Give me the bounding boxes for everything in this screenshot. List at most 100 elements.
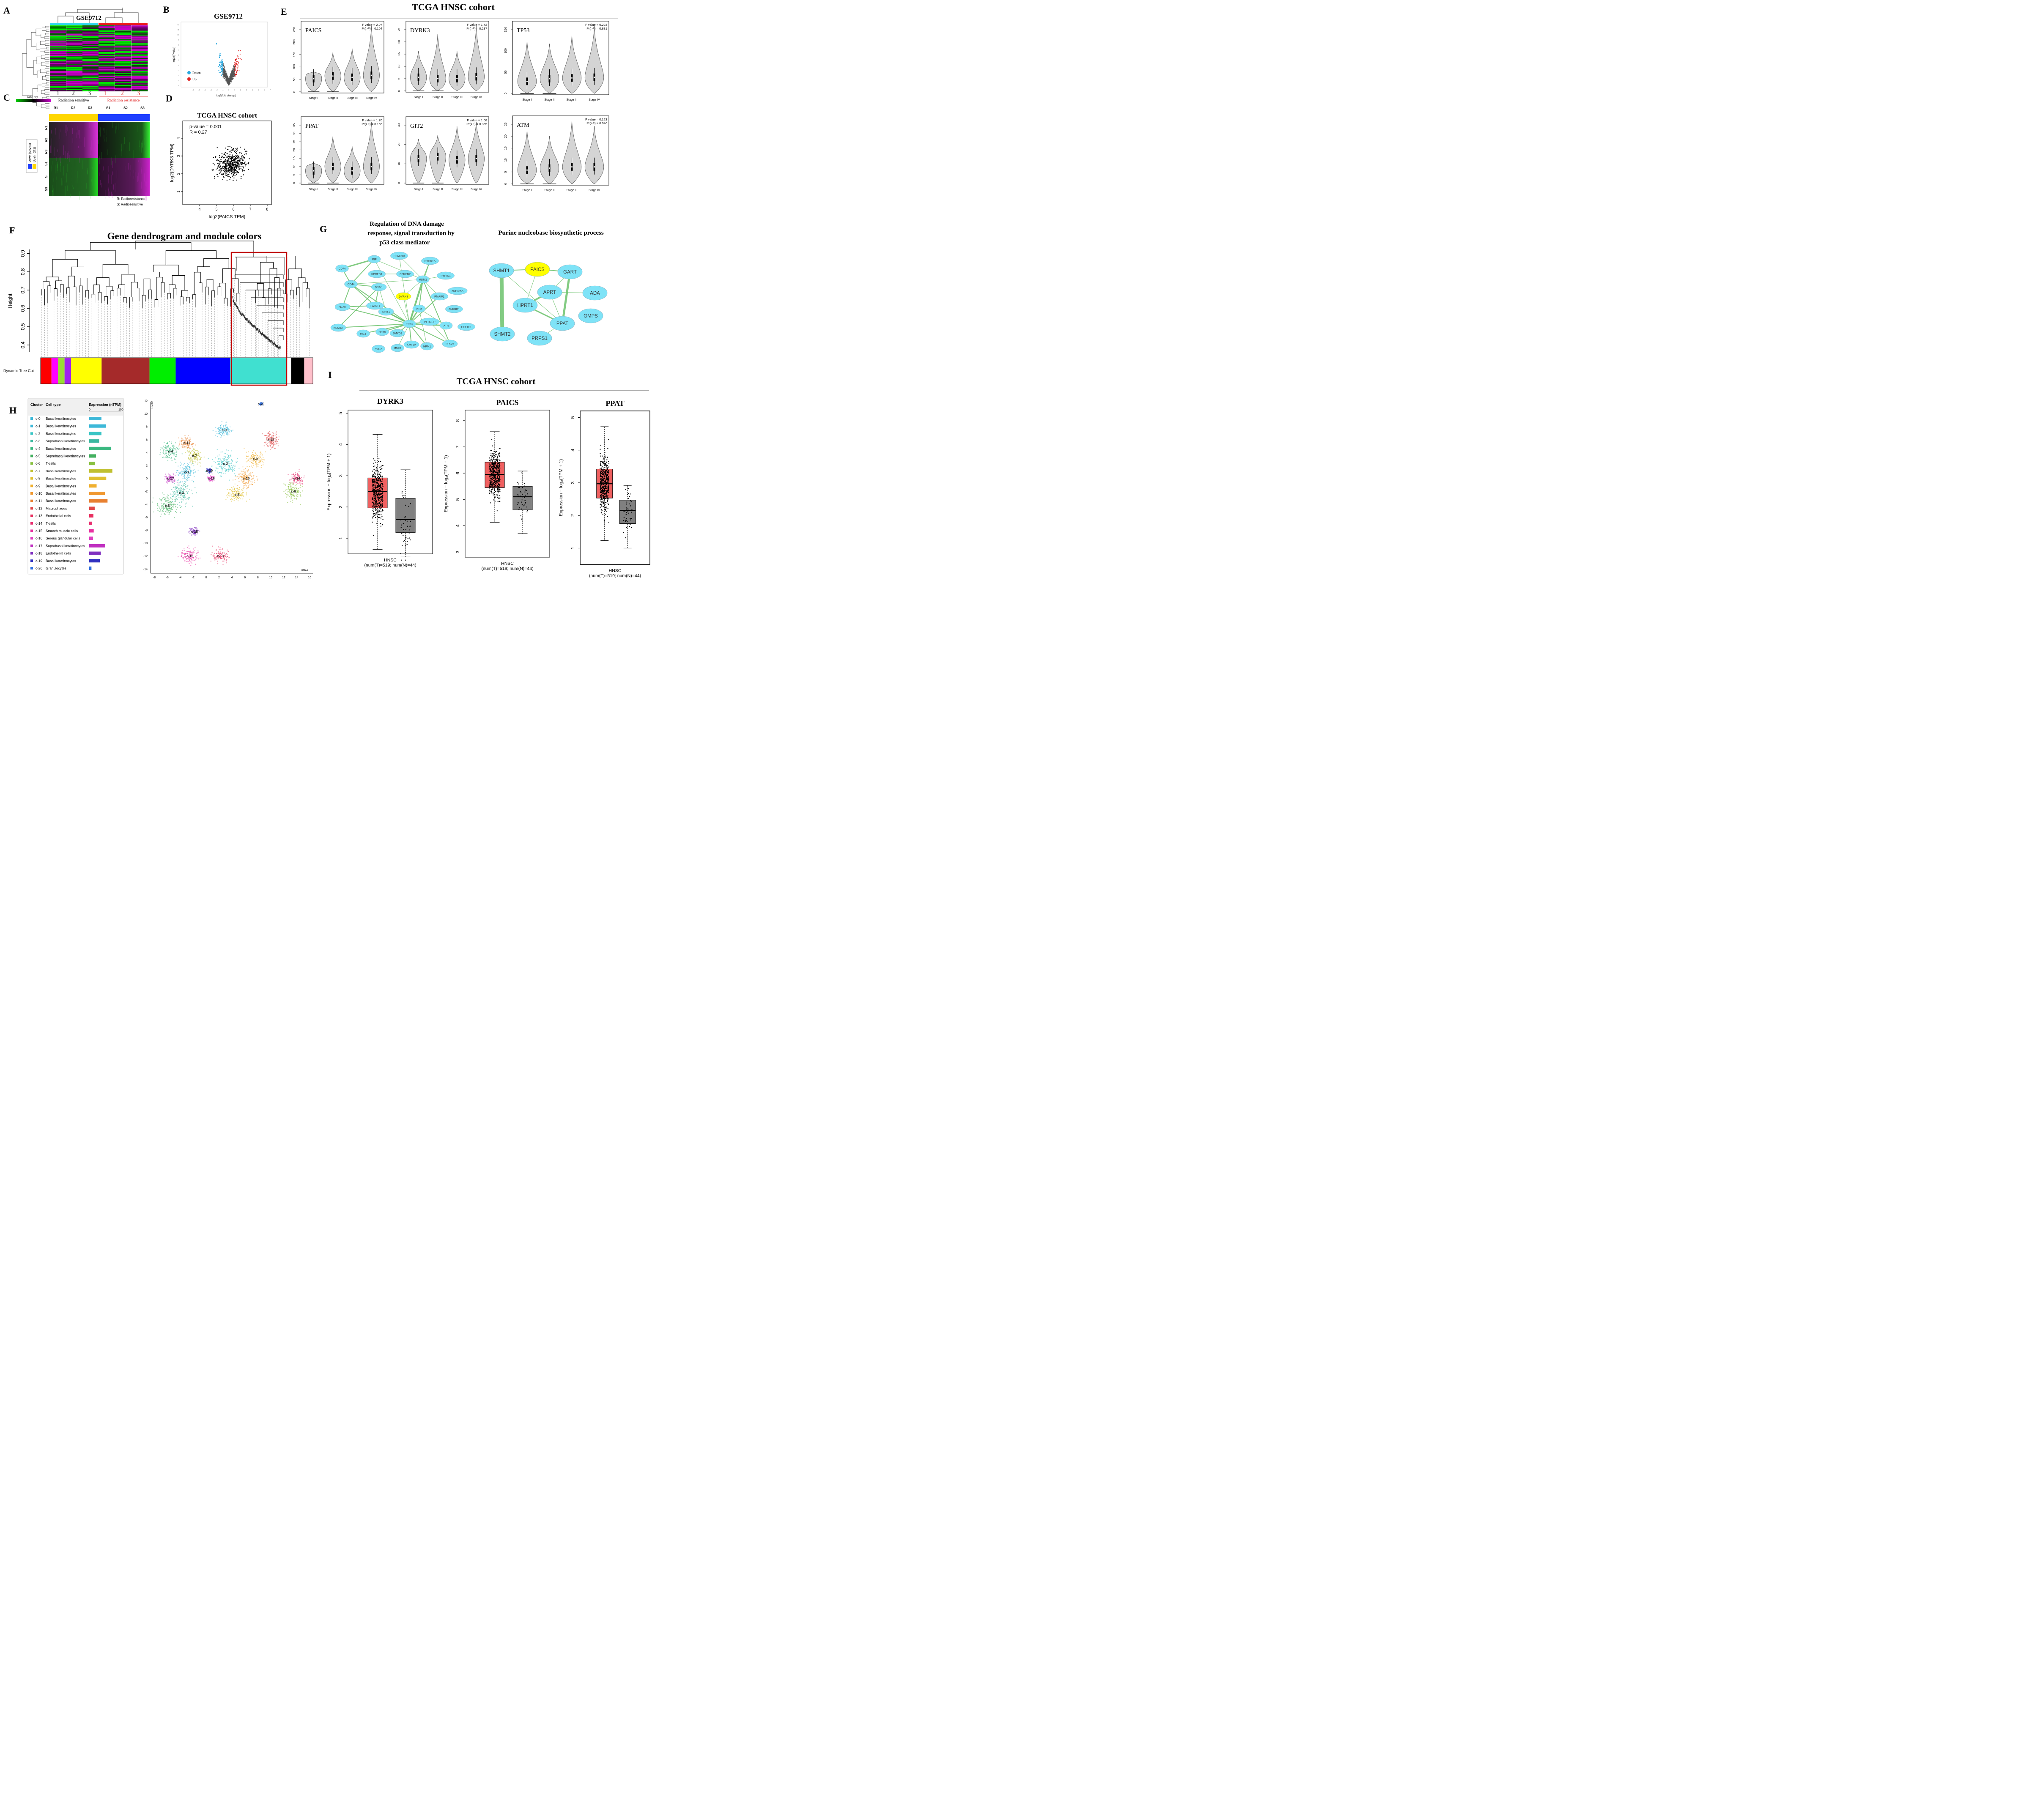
- node-label: SHMT1: [493, 268, 510, 274]
- umap-cell: [224, 428, 225, 430]
- scatter-point: [219, 161, 220, 162]
- panel-letter-c: C: [3, 92, 10, 103]
- umap-cell: [186, 498, 188, 499]
- umap-cell: [165, 448, 167, 449]
- umap-cell: [193, 448, 195, 449]
- jitter-point: [376, 496, 378, 498]
- jitter-point: [372, 476, 373, 478]
- scatter-point: [229, 162, 230, 164]
- node-label: TP53: [406, 323, 413, 326]
- node-gart: [557, 264, 583, 279]
- jitter-point: [376, 506, 378, 507]
- umap-cell: [187, 561, 189, 562]
- umap-cell: [215, 462, 216, 463]
- umap-cell: [232, 471, 233, 472]
- scatter-point: [212, 170, 214, 172]
- umap-cell: [228, 429, 230, 430]
- umap-cell: [164, 457, 166, 458]
- scatter-point: [229, 156, 230, 158]
- e-ytick: 150: [504, 27, 507, 33]
- cluster-row: c-20 Granulocytes: [30, 566, 92, 570]
- cluster-id: c-17: [36, 544, 43, 548]
- jitter-point: [375, 510, 376, 511]
- volcano-point: [225, 77, 227, 79]
- umap-cell: [246, 461, 247, 463]
- panel-letter-f: F: [9, 225, 15, 235]
- cluster-row: c-16 Serous glandular cells: [30, 536, 93, 540]
- umap-cell: [160, 447, 162, 449]
- umap-cell: [231, 463, 233, 464]
- node-atr: [439, 321, 453, 330]
- e-stage-label: Stage IV: [366, 188, 377, 191]
- umap-cell: [218, 472, 219, 474]
- node-pmaip1: [430, 292, 448, 301]
- volcano-point: [239, 57, 241, 59]
- umap-cell: [241, 489, 242, 490]
- scatter-point: [225, 155, 226, 156]
- umap-cell: [180, 512, 181, 513]
- scatter-point: [230, 151, 232, 153]
- jitter-point: [407, 526, 408, 527]
- umap-cell: [163, 507, 164, 509]
- expression-bar: [89, 439, 99, 443]
- volcano-point: [231, 75, 232, 77]
- umap-cell: [187, 439, 189, 441]
- umap-cell: [226, 449, 227, 451]
- umap-cell: [289, 489, 290, 490]
- umap-cell: [195, 564, 196, 565]
- scatter-point: [237, 156, 238, 158]
- jitter-point: [379, 481, 381, 482]
- f-ytick: 0.7: [20, 286, 26, 293]
- umap-cell: [195, 461, 196, 463]
- scatter-point: [227, 146, 229, 148]
- umap-cell: [227, 428, 229, 430]
- umap-cell: [182, 557, 184, 558]
- umap-cell: [173, 502, 175, 504]
- umap-cell: [163, 504, 164, 505]
- umap-ytick: 10: [144, 413, 148, 416]
- umap-cell: [181, 506, 182, 507]
- node-label: GART: [563, 270, 577, 275]
- e-ytick: 0: [292, 91, 296, 93]
- umap-cell: [255, 455, 256, 457]
- umap-cell: [290, 485, 292, 486]
- umap-cell: [223, 432, 224, 433]
- node-msx1: [391, 344, 404, 352]
- umap-cell: [244, 473, 246, 474]
- node-mif: [367, 255, 381, 263]
- scatter-point: [230, 163, 231, 164]
- jitter-point: [375, 486, 376, 487]
- umap-cell: [250, 481, 252, 482]
- umap-cell: [230, 499, 231, 500]
- umap-cell: [248, 468, 249, 470]
- b-xtick: -3: [210, 89, 212, 91]
- jitter-point: [378, 505, 380, 506]
- volcano-point: [223, 68, 224, 69]
- umap-cell: [293, 498, 295, 500]
- umap-cell: [161, 513, 162, 515]
- d-ytick: 1: [176, 190, 181, 192]
- jitter-point: [372, 479, 373, 481]
- scatter-point: [230, 168, 231, 169]
- umap-cell: [190, 443, 192, 445]
- node-hic1: [356, 329, 370, 338]
- umap-cell: [218, 459, 219, 460]
- umap-cell: [168, 500, 170, 501]
- umap-cell: [161, 499, 162, 500]
- umap-cell: [164, 445, 166, 446]
- scatter-point: [218, 165, 219, 166]
- scatter-point: [219, 167, 220, 168]
- node-yju2: [372, 345, 385, 353]
- volcano-point: [223, 66, 225, 67]
- module-color-track: [40, 357, 313, 384]
- umap-cell: [185, 506, 186, 507]
- umap-cell: [164, 476, 166, 477]
- volcano-point: [222, 74, 224, 75]
- e-pvalue: Pr(>F) = 0.237: [466, 27, 487, 30]
- b-xtick: 4: [252, 89, 253, 91]
- module-1: [51, 358, 58, 384]
- col-label-s3: S3: [140, 106, 145, 110]
- scatter-point: [223, 157, 224, 159]
- node-prps1: [527, 331, 552, 346]
- resistant-group-bar: [99, 23, 148, 25]
